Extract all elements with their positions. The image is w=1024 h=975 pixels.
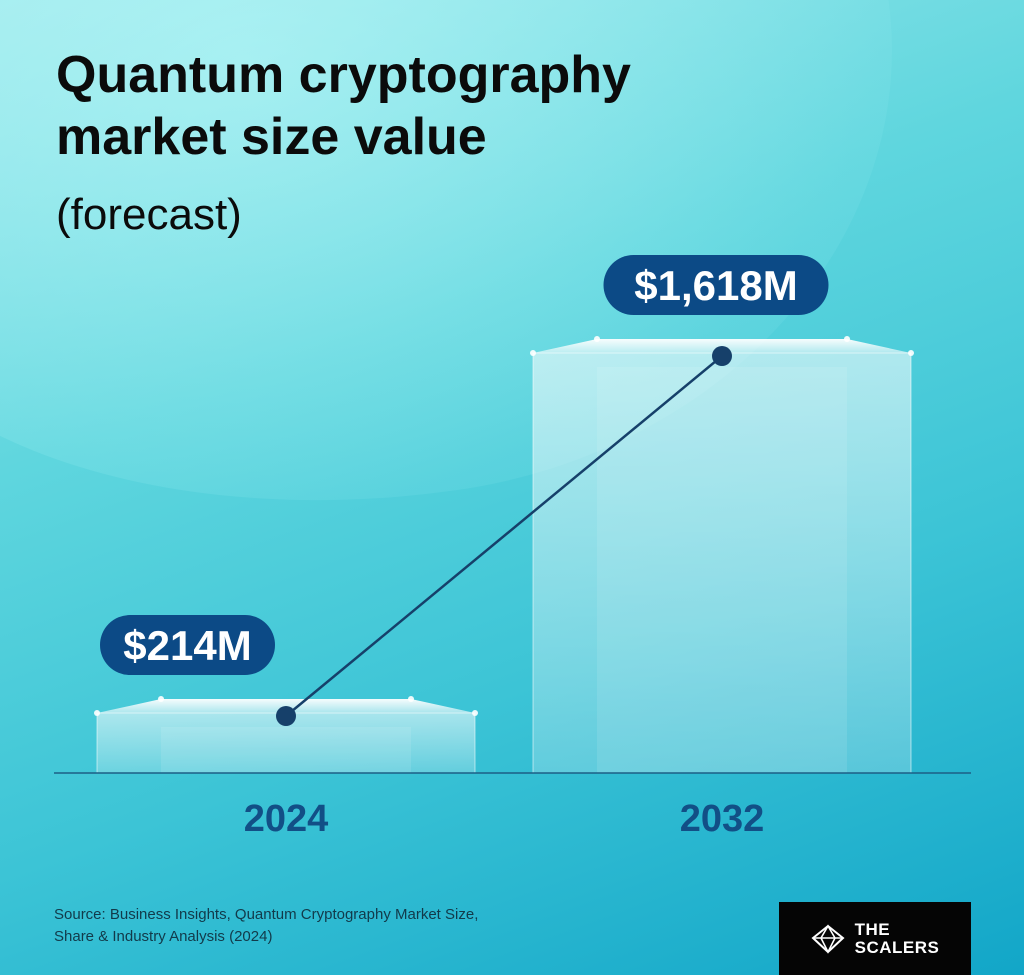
sparkle: [94, 710, 100, 716]
sparkle: [530, 350, 536, 356]
x-tick-label-2032: 2032: [680, 798, 765, 840]
sparkle: [594, 336, 600, 342]
trend-point-2032: [712, 346, 732, 366]
sparkle: [408, 696, 414, 702]
sparkle: [844, 336, 850, 342]
source-line-1: Source: Business Insights, Quantum Crypt…: [54, 906, 479, 923]
title-line-2: market size value: [56, 108, 487, 166]
sparkle: [472, 710, 478, 716]
trend-point-2024: [276, 706, 296, 726]
sparkle: [908, 350, 914, 356]
x-tick-label-2024: 2024: [244, 798, 329, 840]
trend-line: [285, 355, 723, 717]
bar-facet-2032: [597, 367, 847, 773]
bar-2032: [532, 352, 912, 774]
data-label-pill-2024: [100, 615, 275, 675]
data-label-2032: $1,618M: [634, 262, 797, 309]
brand-logo: THE SCALERS: [779, 902, 971, 975]
bar-facet-2024: [161, 727, 411, 773]
title-line-1: Quantum cryptography: [56, 46, 631, 104]
source-note: Source: Business Insights, Quantum Crypt…: [54, 904, 574, 948]
sparkle: [158, 696, 164, 702]
diamond-logo-icon: [811, 923, 845, 954]
source-line-2: Share & Industry Analysis (2024): [54, 928, 273, 945]
logo-line-1: THE: [854, 919, 891, 939]
data-label-2024: $214M: [123, 622, 251, 669]
data-label-pill-2032: [603, 255, 829, 315]
chart-subtitle: (forecast): [56, 190, 242, 239]
logo-line-2: SCALERS: [854, 937, 940, 957]
chart-title: Quantum cryptography market size value: [56, 44, 631, 168]
